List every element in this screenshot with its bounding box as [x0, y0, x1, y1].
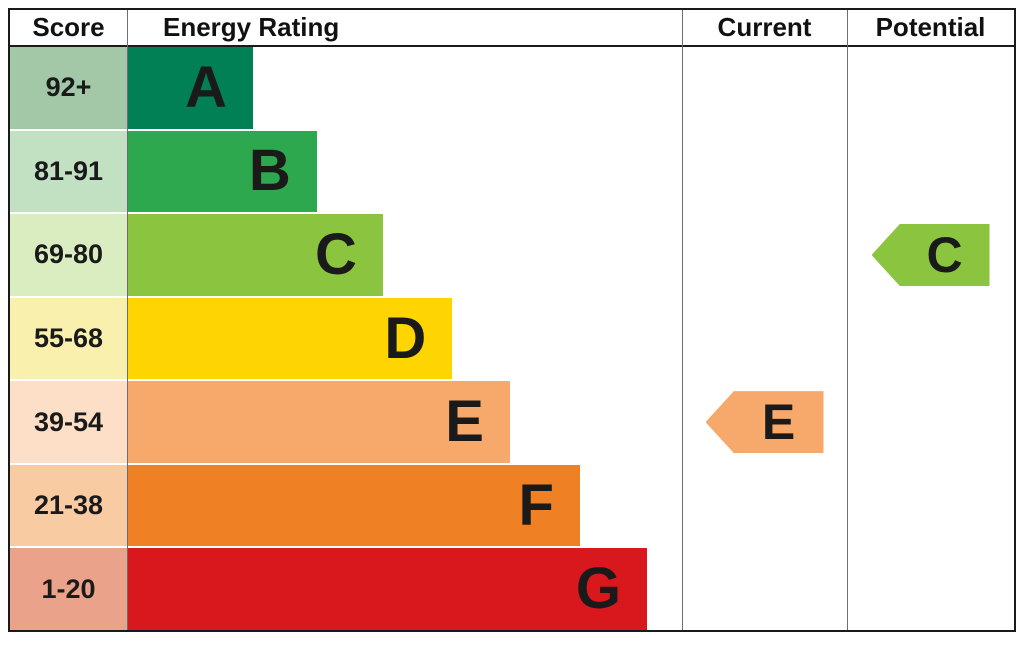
score-range-f: 21-38 [10, 464, 127, 547]
band-row-d: 55-68 D [10, 295, 1014, 380]
score-range-g: 1-20 [10, 548, 127, 631]
potential-cell-f [847, 465, 1014, 547]
potential-cell-c: C [847, 214, 1014, 296]
score-range-d: 55-68 [10, 297, 127, 380]
band-row-g: 1-20 G [10, 546, 1014, 631]
header-row: Score Energy Rating Current Potential [10, 10, 1014, 47]
current-rating-arrow: E [705, 391, 824, 454]
column-divider-current [682, 10, 683, 630]
current-cell-c [682, 214, 847, 296]
rating-letter-e: E [445, 389, 484, 455]
band-row-f: 21-38 F [10, 462, 1014, 547]
potential-cell-d [847, 298, 1014, 380]
current-cell-d [682, 298, 847, 380]
current-cell-g [682, 548, 847, 630]
potential-cell-g [847, 548, 1014, 630]
header-score: Score [32, 12, 105, 42]
rating-bar-f: F [127, 464, 580, 547]
potential-rating-letter: C [926, 226, 963, 283]
rating-letter-g: G [575, 556, 622, 622]
rating-letter-b: B [248, 138, 291, 204]
current-cell-b [682, 131, 847, 213]
score-range-c: 69-80 [10, 214, 127, 296]
band-row-a: 92+ A [10, 47, 1014, 129]
rating-cell-f: F [127, 464, 682, 547]
rating-letter-f: F [518, 472, 554, 538]
score-range-b: 81-91 [10, 130, 127, 213]
rating-bar-e: E [127, 381, 510, 463]
rating-letter-d: D [384, 305, 427, 371]
column-divider-score [127, 10, 128, 630]
current-cell-f [682, 465, 847, 547]
rating-letter-a: A [185, 54, 227, 120]
rating-cell-g: G [127, 548, 682, 631]
rating-cell-d: D [127, 297, 682, 380]
potential-cell-b [847, 131, 1014, 213]
band-row-b: 81-91 B [10, 128, 1014, 213]
rating-bar-g: G [127, 548, 648, 631]
rating-letter-c: C [314, 221, 357, 287]
header-energy-rating: Energy Rating [163, 12, 340, 42]
header-potential: Potential [875, 12, 986, 42]
current-rating-letter: E [761, 394, 796, 451]
column-divider-potential [847, 10, 848, 630]
rating-bar-d: D [127, 297, 453, 380]
band-row-c: 69-80 C C [10, 212, 1014, 296]
potential-cell-a [847, 47, 1014, 129]
potential-rating-arrow: C [871, 223, 990, 286]
band-row-e: 39-54 E E [10, 379, 1014, 463]
rating-bar-b: B [127, 130, 317, 213]
current-cell-a [682, 47, 847, 129]
rating-cell-c: C [127, 214, 682, 296]
score-range-e: 39-54 [10, 381, 127, 463]
rating-bar-a: A [127, 47, 253, 129]
rating-cell-b: B [127, 130, 682, 213]
rating-cell-e: E [127, 381, 682, 463]
epc-rating-chart: Score Energy Rating Current Potential 92… [8, 8, 1016, 632]
rating-cell-a: A [127, 47, 682, 129]
rating-bar-c: C [127, 214, 383, 296]
bands: 92+ A 81-91 B 69-80 C C 55-68 D 39-54 E E 21-38 F 1-20… [10, 47, 1014, 631]
current-cell-e: E [682, 381, 847, 463]
potential-cell-e [847, 381, 1014, 463]
score-range-a: 92+ [10, 47, 127, 129]
header-current: Current [717, 12, 812, 42]
